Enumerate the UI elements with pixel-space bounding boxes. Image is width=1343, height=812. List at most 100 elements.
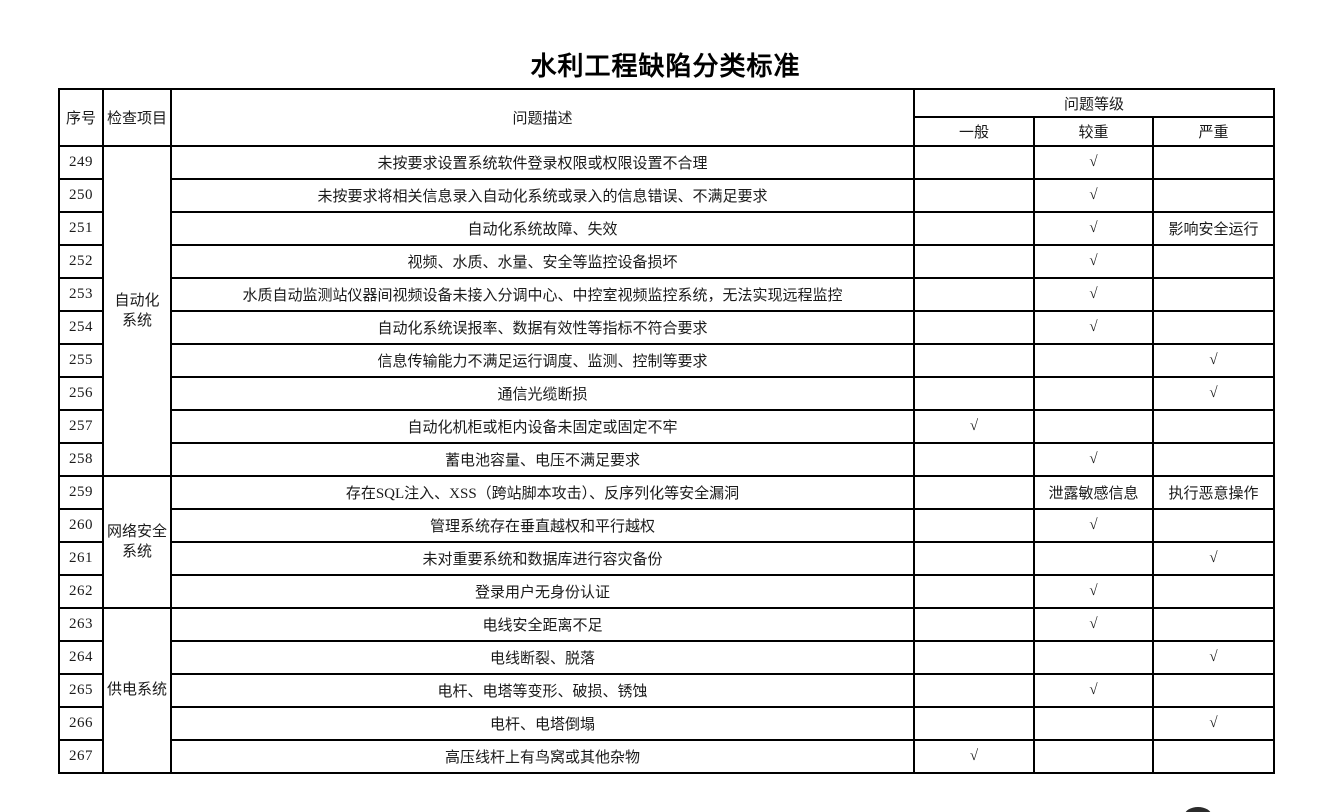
mark-general (913, 475, 1035, 510)
mark-severe: √ (1152, 706, 1275, 741)
row-serial-number: 257 (58, 409, 104, 444)
mark-severe (1152, 409, 1275, 444)
inspection-item-group: 自动化 系统 (102, 145, 172, 477)
mark-severe: √ (1152, 640, 1275, 675)
table-row: 256 通信光缆断损 √ (58, 376, 1275, 411)
problem-description: 信息传输能力不满足运行调度、监测、控制等要求 (170, 343, 915, 378)
group-label-line: 网络安全 (106, 523, 167, 540)
problem-description: 自动化机柜或柜内设备未固定或固定不牢 (170, 409, 915, 444)
row-serial-number: 265 (58, 673, 104, 708)
table-row: 264 电线断裂、脱落 √ (58, 640, 1275, 675)
mark-moderate (1033, 376, 1154, 411)
header-row-2: 一般 较重 严重 (59, 116, 1275, 147)
table-row: 258 蓄电池容量、电压不满足要求 √ (58, 442, 1275, 477)
table-row: 252 视频、水质、水量、安全等监控设备损坏 √ (58, 244, 1275, 279)
table-row: 249 自动化 系统 未按要求设置系统软件登录权限或权限设置不合理 √ (58, 145, 1275, 477)
mark-general (913, 277, 1035, 312)
header-inspection-item: 检查项目 (102, 88, 172, 147)
mark-moderate (1033, 343, 1154, 378)
row-serial-number: 252 (58, 244, 104, 279)
mark-severe (1152, 442, 1275, 477)
table-row: 250 未按要求将相关信息录入自动化系统或录入的信息错误、不满足要求 √ (58, 178, 1275, 213)
problem-description: 未按要求设置系统软件登录权限或权限设置不合理 (170, 145, 915, 180)
mark-moderate: √ (1033, 508, 1154, 543)
mark-severe (1152, 673, 1275, 708)
mark-moderate (1033, 409, 1154, 444)
table-row: 260 管理系统存在垂直越权和平行越权 √ (58, 508, 1275, 543)
problem-description: 自动化系统故障、失效 (170, 211, 915, 246)
table-body: 249 自动化 系统 未按要求设置系统软件登录权限或权限设置不合理 √ 250 未按要求将相… (58, 145, 1275, 774)
mark-severe (1152, 310, 1275, 345)
row-serial-number: 264 (58, 640, 104, 675)
problem-description: 电线安全距离不足 (170, 607, 915, 642)
mark-general (913, 211, 1035, 246)
row-serial-number: 249 (58, 145, 104, 180)
mark-moderate: √ (1033, 277, 1154, 312)
problem-description: 未对重要系统和数据库进行容灾备份 (170, 541, 915, 576)
inspection-item-group: 网络安全 系统 (102, 475, 172, 609)
defect-classification-table: 序号 检查项目 问题描述 问题等级 一般 较重 严重 249 自动化 系统 未按要求设… (58, 88, 1275, 774)
mark-moderate (1033, 640, 1154, 675)
mark-severe (1152, 574, 1275, 609)
mark-general (913, 541, 1035, 576)
mark-severe: √ (1152, 343, 1275, 378)
problem-description: 未按要求将相关信息录入自动化系统或录入的信息错误、不满足要求 (170, 178, 915, 213)
problem-description: 管理系统存在垂直越权和平行越权 (170, 508, 915, 543)
group-label-line: 自动化 (114, 292, 160, 309)
group-label-line: 供电系统 (106, 682, 167, 699)
header-serial-number: 序号 (58, 88, 104, 147)
header-level-moderate: 较重 (1033, 116, 1154, 147)
problem-description: 水质自动监测站仪器间视频设备未接入分调中心、中控室视频监控系统，无法实现远程监控 (170, 277, 915, 312)
mark-general (913, 607, 1035, 642)
mark-severe (1152, 508, 1275, 543)
mark-severe (1152, 244, 1275, 279)
problem-description: 存在SQL注入、XSS（跨站脚本攻击）、反序列化等安全漏洞 (170, 475, 915, 510)
mark-general: √ (913, 739, 1035, 774)
table-row: 259 网络安全 系统 存在SQL注入、XSS（跨站脚本攻击）、反序列化等安全漏洞 泄露… (58, 475, 1275, 609)
table-row: 267 高压线杆上有鸟窝或其他杂物 √ (58, 739, 1275, 774)
row-serial-number: 263 (58, 607, 104, 642)
mark-general (913, 145, 1035, 180)
problem-description: 电线断裂、脱落 (170, 640, 915, 675)
mark-moderate: √ (1033, 145, 1154, 180)
mark-severe (1152, 739, 1275, 774)
row-serial-number: 266 (58, 706, 104, 741)
table-row: 265 电杆、电塔等变形、破损、锈蚀 √ (58, 673, 1275, 708)
mark-moderate: √ (1033, 673, 1154, 708)
header-level-general: 一般 (913, 116, 1035, 147)
row-serial-number: 251 (58, 211, 104, 246)
mark-moderate: √ (1033, 607, 1154, 642)
table-row: 266 电杆、电塔倒塌 √ (58, 706, 1275, 741)
table-row: 257 自动化机柜或柜内设备未固定或固定不牢 √ (58, 409, 1275, 444)
mark-general (913, 706, 1035, 741)
mark-general (913, 343, 1035, 378)
group-label-line: 系统 (121, 544, 152, 560)
partial-floating-circle[interactable] (1185, 807, 1211, 812)
row-serial-number: 250 (58, 178, 104, 213)
mark-general (913, 673, 1035, 708)
mark-moderate: √ (1033, 244, 1154, 279)
mark-general (913, 508, 1035, 543)
page-title: 水利工程缺陷分类标准 (530, 51, 801, 81)
mark-moderate (1033, 739, 1154, 774)
mark-general (913, 640, 1035, 675)
problem-description: 通信光缆断损 (170, 376, 915, 411)
mark-moderate: √ (1033, 574, 1154, 609)
table-row: 255 信息传输能力不满足运行调度、监测、控制等要求 √ (58, 343, 1275, 378)
group-label-line: 系统 (121, 313, 152, 329)
row-serial-number: 256 (58, 376, 104, 411)
header-level-severe: 严重 (1152, 116, 1275, 147)
mark-moderate: 泄露敏感信息 (1033, 475, 1154, 510)
mark-severe: 执行恶意操作 (1152, 475, 1275, 510)
mark-general (913, 178, 1035, 213)
problem-description: 蓄电池容量、电压不满足要求 (170, 442, 915, 477)
mark-general (913, 574, 1035, 609)
table-row: 261 未对重要系统和数据库进行容灾备份 √ (58, 541, 1275, 576)
mark-severe: √ (1152, 376, 1275, 411)
header-row-1: 序号 检查项目 问题描述 问题等级 (58, 88, 1275, 147)
header-problem-description: 问题描述 (170, 88, 915, 147)
row-serial-number: 261 (58, 541, 104, 576)
mark-moderate: √ (1033, 442, 1154, 477)
row-serial-number: 253 (58, 277, 104, 312)
